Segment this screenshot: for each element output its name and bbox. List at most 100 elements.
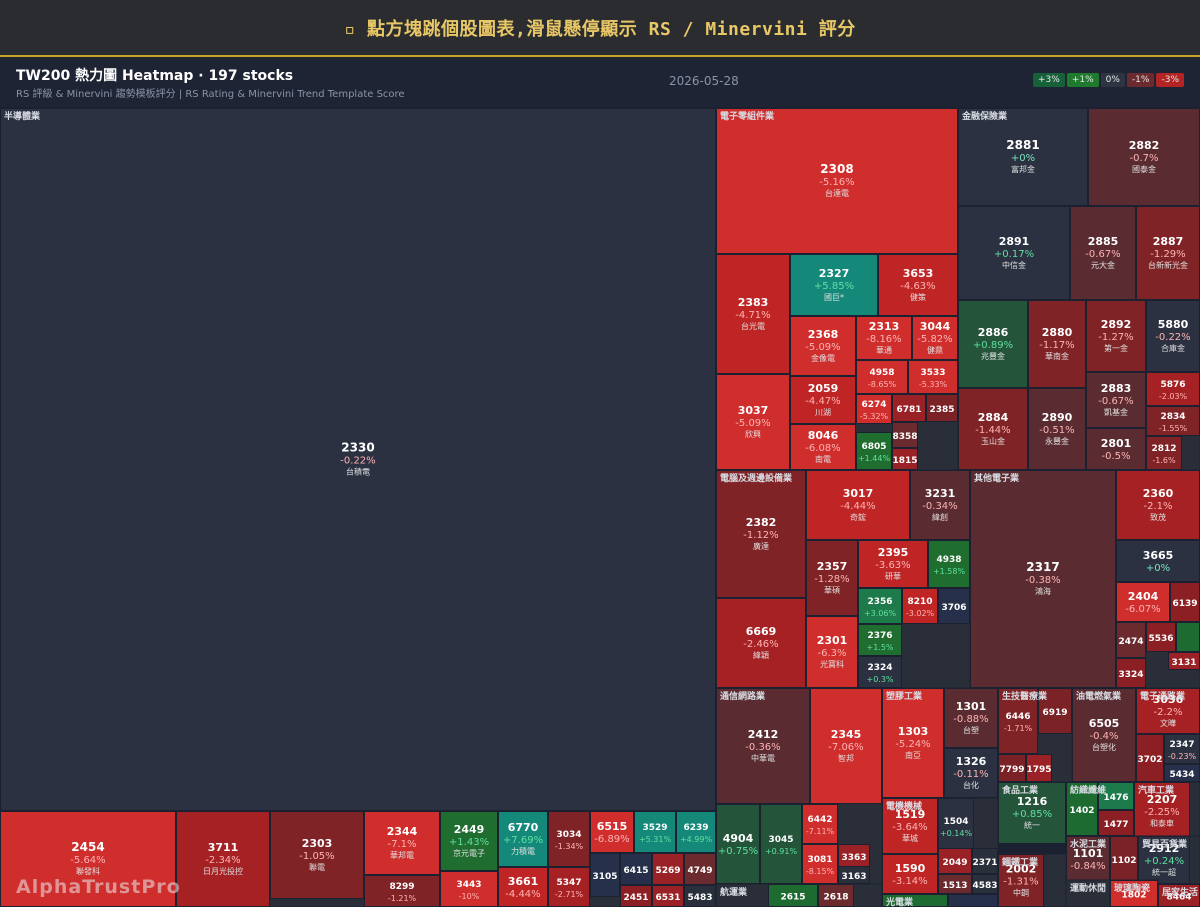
stock-tile[interactable]: 2344-7.1%華邦電 [364, 811, 440, 875]
stock-tile[interactable]: 2834 -1.55% [1146, 406, 1200, 436]
stock-tile[interactable]: 2891+0.17%中信金 [958, 206, 1070, 300]
stock-tile[interactable]: 2356 +3.06% [858, 588, 902, 624]
stock-tile[interactable]: 2324 +0.3% [858, 656, 902, 688]
stock-tile[interactable]: 8210 -3.02% [902, 588, 938, 624]
stock-tile[interactable]: 2002-1.31%中鋼 [998, 854, 1044, 907]
stock-tile[interactable] [948, 894, 998, 907]
stock-tile[interactable]: 2412-0.36%中華電 [716, 688, 810, 804]
stock-tile[interactable]: 1216+0.85%統一 [998, 782, 1066, 844]
stock-tile[interactable]: 3034 -1.34% [548, 811, 590, 867]
stock-tile[interactable]: 2885-0.67%元大金 [1070, 206, 1136, 300]
stock-tile[interactable]: 5483 [684, 885, 716, 907]
stock-tile[interactable]: 2886+0.89%兆豐金 [958, 300, 1028, 388]
stock-tile[interactable]: 7799 [998, 754, 1026, 782]
stock-tile[interactable]: 3706 [938, 588, 970, 624]
stock-tile[interactable]: 6415 [620, 853, 652, 885]
stock-tile[interactable]: 2308-5.16%台達電 [716, 108, 958, 254]
stock-tile[interactable]: 6442 -7.11% [802, 804, 838, 844]
stock-tile[interactable]: 1815 [892, 448, 918, 470]
stock-tile[interactable]: 2882-0.7%國泰金 [1088, 108, 1200, 206]
stock-tile[interactable]: 6781 [892, 394, 926, 422]
stock-tile[interactable]: 2912+0.24%統一超 [1138, 836, 1190, 884]
stock-tile[interactable]: 3533 -5.33% [908, 360, 958, 394]
stock-tile[interactable]: 2881+0%富邦金 [958, 108, 1088, 206]
stock-tile[interactable]: 3653-4.63%健策 [878, 254, 958, 316]
stock-tile[interactable]: 2385 [926, 394, 958, 422]
stock-tile[interactable]: 6139 [1170, 582, 1200, 622]
stock-tile[interactable]: 6515-6.89% [590, 811, 634, 853]
stock-tile[interactable]: 2330-0.22%台積電 [0, 108, 716, 811]
stock-tile[interactable]: 2615 [768, 884, 818, 907]
stock-tile[interactable]: 2883-0.67%凱基金 [1086, 372, 1146, 428]
stock-tile[interactable] [1176, 622, 1200, 652]
stock-tile[interactable]: 5347 -2.71% [548, 867, 590, 907]
stock-tile[interactable]: 2892-1.27%第一金 [1086, 300, 1146, 372]
stock-tile[interactable]: 1802 [1110, 880, 1158, 907]
stock-tile[interactable]: 6531 [652, 885, 684, 907]
stock-tile[interactable]: 2327+5.85%國巨* [790, 254, 878, 316]
stock-tile[interactable]: 1101-0.84% [1066, 836, 1110, 882]
stock-tile[interactable]: 2887-1.29%台新新光金 [1136, 206, 1200, 300]
stock-tile[interactable]: 5876 -2.03% [1146, 372, 1200, 406]
stock-tile[interactable]: 2395-3.63%研華 [858, 540, 928, 588]
stock-tile[interactable]: 3529 +5.31% [634, 811, 676, 853]
stock-tile[interactable]: 3443 -10% [440, 871, 498, 907]
stock-tile[interactable]: 2451 [620, 885, 652, 907]
stock-tile[interactable]: 1513 [938, 874, 972, 894]
stock-tile[interactable]: 8358 [892, 422, 918, 448]
stock-tile[interactable]: 8299 -1.21% [364, 875, 440, 907]
stock-tile[interactable]: 1301-0.88%台塑 [944, 688, 998, 748]
stock-tile[interactable]: 2382-1.12%廣達 [716, 470, 806, 598]
stock-tile[interactable]: 1504 +0.14% [938, 798, 974, 854]
stock-tile[interactable]: 2357-1.28%華碩 [806, 540, 858, 616]
stock-tile[interactable]: 4583 [972, 874, 998, 894]
stock-tile[interactable]: 3044-5.82%健鼎 [912, 316, 958, 360]
stock-tile[interactable]: 2880-1.17%華南金 [1028, 300, 1086, 388]
stock-tile[interactable]: 6505-0.4%台塑化 [1072, 688, 1136, 782]
stock-tile[interactable]: 2449+1.43%京元電子 [440, 811, 498, 871]
stock-tile[interactable]: 6770+7.69%力積電 [498, 811, 548, 867]
stock-tile[interactable]: 2301-6.3%光寶科 [806, 616, 858, 688]
stock-tile[interactable]: 2884-1.44%玉山金 [958, 388, 1028, 470]
stock-tile[interactable]: 6239 +4.99% [676, 811, 716, 853]
stock-tile[interactable]: 3665+0% [1116, 540, 1200, 582]
stock-tile[interactable]: 5880-0.22%合庫金 [1146, 300, 1200, 372]
stock-tile[interactable]: 3231-0.34%緯創 [910, 470, 970, 540]
stock-tile[interactable]: 2404-6.07% [1116, 582, 1170, 622]
stock-tile[interactable]: 5269 [652, 853, 684, 885]
stock-tile[interactable]: 6274 -5.32% [856, 394, 892, 424]
stock-tile[interactable]: 3711-2.34%日月光投控 [176, 811, 270, 907]
stock-tile[interactable]: 3036-2.2%文曄 [1136, 688, 1200, 734]
stock-tile[interactable]: 4904+0.75% [716, 804, 760, 884]
stock-tile[interactable]: 2049 [938, 848, 972, 874]
stock-tile[interactable]: 2360-2.1%致茂 [1116, 470, 1200, 540]
stock-tile[interactable]: 3045 +0.91% [760, 804, 802, 884]
stock-tile[interactable]: 2618 [818, 884, 854, 907]
stock-tile[interactable]: 2474 [1116, 622, 1146, 658]
stock-tile[interactable]: 3163 [838, 866, 870, 884]
stock-tile[interactable]: 5536 [1146, 622, 1176, 652]
stock-tile[interactable]: 2059-4.47%川湖 [790, 376, 856, 424]
stock-tile[interactable]: 4958 -8.65% [856, 360, 908, 394]
stock-tile[interactable]: 1795 [1026, 754, 1052, 782]
stock-tile[interactable]: 3324 [1116, 658, 1146, 688]
stock-tile[interactable]: 1519-3.64%華城 [882, 798, 938, 854]
stock-tile[interactable]: 2347 -0.23% [1164, 734, 1200, 764]
stock-tile[interactable]: 1590-3.14% [882, 854, 938, 894]
stock-tile[interactable]: 6919 [1038, 688, 1072, 734]
stock-tile[interactable]: 2383-4.71%台光電 [716, 254, 790, 374]
stock-tile[interactable]: 2317-0.38%鴻海 [970, 470, 1116, 688]
stock-tile[interactable]: 1476 [1098, 782, 1134, 810]
stock-tile[interactable]: 2368-5.09%金像電 [790, 316, 856, 376]
stock-tile[interactable]: 1477 [1098, 810, 1134, 836]
stock-tile[interactable]: 2890-0.51%永豐金 [1028, 388, 1086, 470]
stock-tile[interactable]: 6669-2.46%緯穎 [716, 598, 806, 688]
stock-tile[interactable]: 2454-5.64%聯發科 [0, 811, 176, 907]
stock-tile[interactable]: 4938 +1.58% [928, 540, 970, 588]
stock-tile[interactable]: 3037-5.09%欣興 [716, 374, 790, 470]
stock-tile[interactable]: 3081 -8.15% [802, 844, 838, 884]
stock-tile[interactable]: 5434 [1164, 764, 1200, 782]
stock-tile[interactable]: 8046-6.08%南電 [790, 424, 856, 470]
stock-tile[interactable]: 1402 [1066, 782, 1098, 836]
stock-tile[interactable]: 4749 [684, 853, 716, 885]
